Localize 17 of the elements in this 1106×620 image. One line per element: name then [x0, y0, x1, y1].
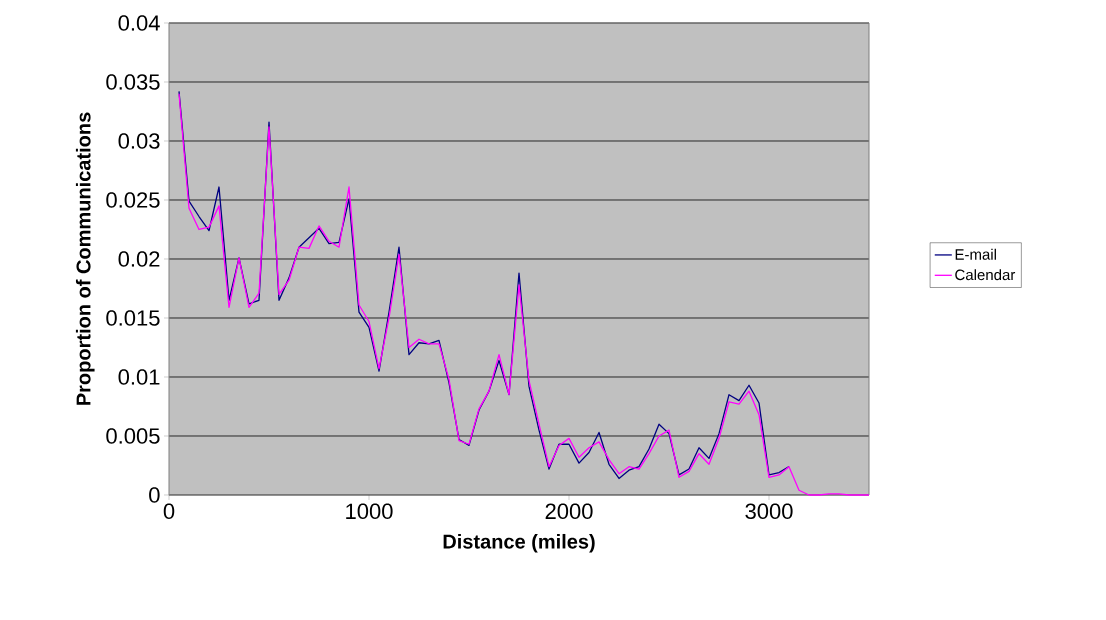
x-tick-label: 1000 [346, 503, 393, 520]
x-axis-title: Distance (miles) [443, 533, 595, 553]
y-tick-label: 0.04 [118, 15, 160, 31]
y-tick-label: 0.015 [106, 310, 160, 326]
x-tick-label: 2000 [545, 503, 593, 520]
y-tick-label: 0.025 [106, 192, 160, 208]
y-tick-label: 0.03 [118, 133, 160, 149]
x-tick-label: 0 [163, 503, 175, 520]
legend-label: E-mail [955, 248, 996, 260]
y-axis-title: Proportion of Communications [75, 112, 95, 405]
y-tick-label: 0 [149, 487, 160, 503]
y-tick-label: 0.035 [106, 74, 160, 90]
x-tick-label: 3000 [745, 503, 793, 520]
y-tick-label: 0.01 [118, 369, 160, 385]
legend-label: Calendar [955, 269, 1016, 281]
y-tick-label: 0.005 [106, 428, 160, 444]
y-tick-label: 0.02 [118, 251, 160, 267]
